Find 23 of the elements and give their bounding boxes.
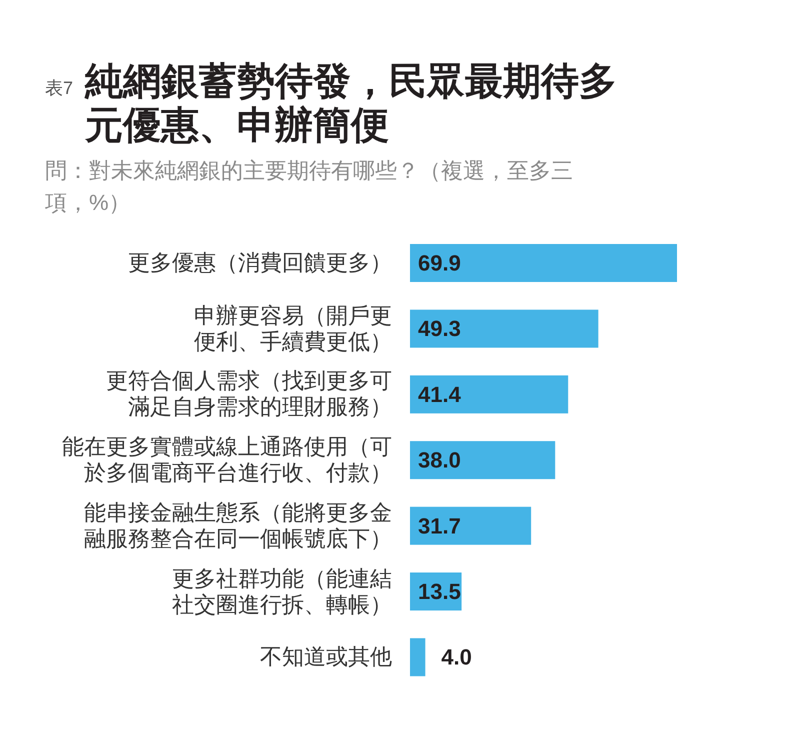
bar xyxy=(410,310,598,348)
data-label: 38.0 xyxy=(418,448,461,473)
text: 表7 xyxy=(45,77,74,100)
y-tick-label: 能串接金融生態系（能將更多金融服務整合在同一個帳號底下） xyxy=(83,500,392,552)
bar xyxy=(410,441,556,480)
bar xyxy=(410,375,568,414)
data-label: 41.4 xyxy=(418,382,462,407)
data-label: 13.5 xyxy=(418,579,461,604)
y-tick-label: 更多社群功能（能連結社交圈進行拆、轉帳） xyxy=(171,566,392,618)
y-tick-label: 不知道或其他 xyxy=(259,644,392,670)
data-label: 69.9 xyxy=(418,250,461,276)
y-tick-label: 申辦更容易（開戶更便利、手續費更低） xyxy=(193,302,392,355)
bar xyxy=(410,638,426,676)
chart-subtitle: 問：對未來純網銀的主要期待有哪些？（複選，至多三項，%） xyxy=(45,157,574,217)
data-label: 49.3 xyxy=(418,316,461,342)
y-tick-label: 更多優惠（消費回饋更多） xyxy=(127,250,392,276)
bar xyxy=(410,244,677,282)
y-tick-label: 能在更多實體或線上通路使用（可於多個電商平台進行收、付款） xyxy=(61,434,392,486)
bar xyxy=(410,506,532,545)
chart-title: 純網銀蓄勢待發，民眾最期待多元優惠、申辦簡便 xyxy=(85,60,618,148)
y-tick-label: 更符合個人需求（找到更多可滿足自身需求的理財服務） xyxy=(105,368,392,420)
data-label: 4.0 xyxy=(441,644,472,670)
data-label: 31.7 xyxy=(418,513,461,538)
